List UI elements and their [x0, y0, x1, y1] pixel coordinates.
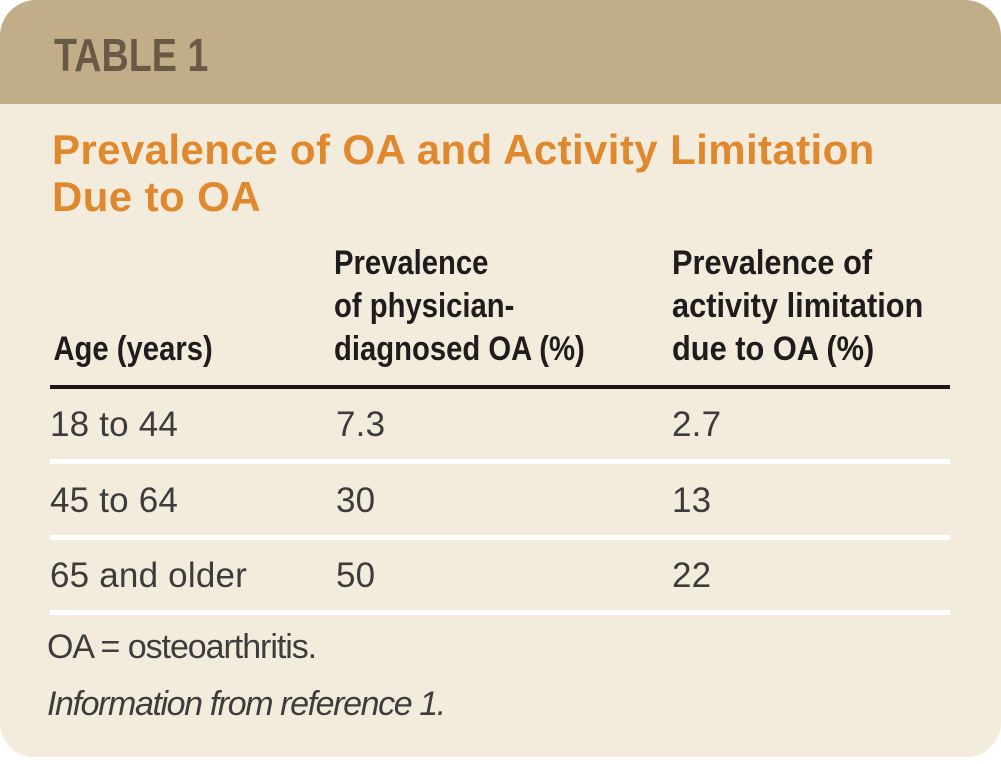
table-header-band: TABLE 1 — [0, 0, 1001, 104]
table-row: 18 to 44 7.3 2.7 — [50, 389, 950, 465]
table-rows: 18 to 44 7.3 2.7 45 to 64 30 13 65 and o… — [50, 389, 950, 615]
column-header-prevalence-oa: Prevalence of physician- diagnosed OA (%… — [334, 244, 585, 368]
column-header-activity-limitation: Prevalence of activity limitation due to… — [672, 244, 924, 368]
cell-activity-limitation: 22 — [672, 555, 712, 595]
footnote-abbreviation: OA = osteoarthritis. — [47, 628, 317, 666]
table-body-panel — [0, 104, 1001, 757]
cell-activity-limitation: 2.7 — [672, 405, 722, 445]
cell-activity-limitation: 13 — [672, 481, 712, 521]
cell-age: 18 to 44 — [50, 405, 179, 445]
column-header-age: Age (years) — [53, 330, 213, 368]
footnote-source: Information from reference 1. — [47, 685, 446, 723]
cell-prevalence-oa: 30 — [336, 481, 376, 521]
table-number-label: TABLE 1 — [54, 29, 209, 81]
cell-prevalence-oa: 7.3 — [336, 405, 386, 445]
cell-age: 65 and older — [50, 555, 248, 595]
cell-prevalence-oa: 50 — [336, 555, 376, 595]
cell-age: 45 to 64 — [50, 481, 179, 521]
table-title: Prevalence of OA and Activity Limitation… — [52, 126, 875, 220]
table-row: 45 to 64 30 13 — [50, 464, 950, 540]
table-row: 65 and older 50 22 — [50, 540, 950, 615]
table-header-row: Age (years) Prevalence of physician- dia… — [50, 240, 950, 389]
